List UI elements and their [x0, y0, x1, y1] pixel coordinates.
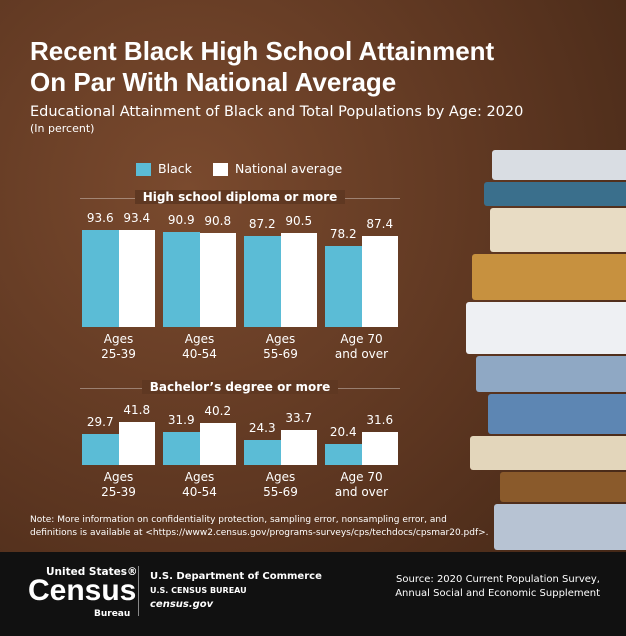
footer — [0, 552, 626, 636]
title: Recent Black High School Attainment On P… — [30, 36, 495, 97]
value-label: 33.7 — [285, 410, 313, 425]
value-label: 93.6 — [86, 210, 114, 225]
value-label: 78.2 — [329, 226, 357, 241]
book — [484, 182, 626, 206]
category-label: Age 70 and over — [334, 332, 389, 361]
panel-title: High school diploma or more — [80, 190, 400, 204]
value-label: 20.4 — [329, 424, 357, 439]
value-label: 90.8 — [204, 213, 232, 228]
bar — [361, 432, 398, 465]
value-label: 41.8 — [123, 402, 151, 417]
bar — [199, 232, 236, 327]
bar — [82, 229, 119, 327]
value-label: 87.2 — [248, 217, 276, 232]
book — [500, 472, 626, 502]
legend-swatch — [136, 163, 151, 176]
bureau: U.S. CENSUS BUREAU — [150, 586, 247, 595]
logo-main: Census — [28, 574, 137, 607]
bar — [199, 423, 236, 465]
logo-top: United States® — [46, 566, 138, 578]
website: census.gov — [150, 599, 214, 610]
bar — [163, 431, 200, 465]
category-label: Ages 40-54 — [182, 470, 217, 499]
book — [490, 208, 626, 252]
category-label: Ages 25-39 — [101, 332, 136, 361]
bar — [244, 236, 281, 327]
logo-bottom: Bureau — [94, 609, 131, 619]
value-label: 87.4 — [366, 217, 394, 232]
legend-label: Black — [158, 161, 192, 176]
category-label: Ages 55-69 — [263, 332, 298, 361]
category-label: Ages 25-39 — [101, 470, 136, 499]
legend-swatch — [213, 163, 228, 176]
unit-note: (In percent) — [30, 122, 95, 135]
value-label: 31.9 — [167, 412, 195, 427]
subtitle: Educational Attainment of Black and Tota… — [30, 104, 524, 120]
bar — [163, 232, 200, 327]
divider — [138, 566, 139, 616]
book — [470, 436, 626, 470]
bar — [280, 429, 317, 465]
bar — [325, 245, 362, 327]
category-label: Age 70 and over — [334, 470, 389, 499]
book — [466, 302, 626, 354]
category-label: Ages 55-69 — [263, 470, 298, 499]
value-label: 90.9 — [167, 213, 195, 228]
legend-label: National average — [235, 161, 343, 176]
department: U.S. Department of Commerce — [150, 571, 322, 582]
value-label: 40.2 — [204, 404, 232, 419]
book — [494, 504, 626, 550]
bar — [118, 421, 155, 465]
value-label: 93.4 — [123, 210, 151, 225]
bar — [325, 443, 362, 465]
bar — [118, 229, 155, 327]
bar — [280, 232, 317, 327]
book — [476, 356, 626, 392]
note: Note: More information on confidentialit… — [30, 515, 489, 538]
value-label: 24.3 — [248, 420, 276, 435]
value-label: 31.6 — [366, 413, 394, 428]
category-label: Ages 40-54 — [182, 332, 217, 361]
source: Source: 2020 Current Population Survey, … — [395, 574, 600, 599]
book — [488, 394, 626, 434]
bar — [244, 439, 281, 465]
bar — [82, 434, 119, 465]
panel-title: Bachelor’s degree or more — [80, 380, 400, 394]
book — [472, 254, 626, 300]
value-label: 90.5 — [285, 213, 313, 228]
bar — [361, 236, 398, 327]
value-label: 29.7 — [86, 415, 114, 430]
book — [492, 150, 626, 180]
